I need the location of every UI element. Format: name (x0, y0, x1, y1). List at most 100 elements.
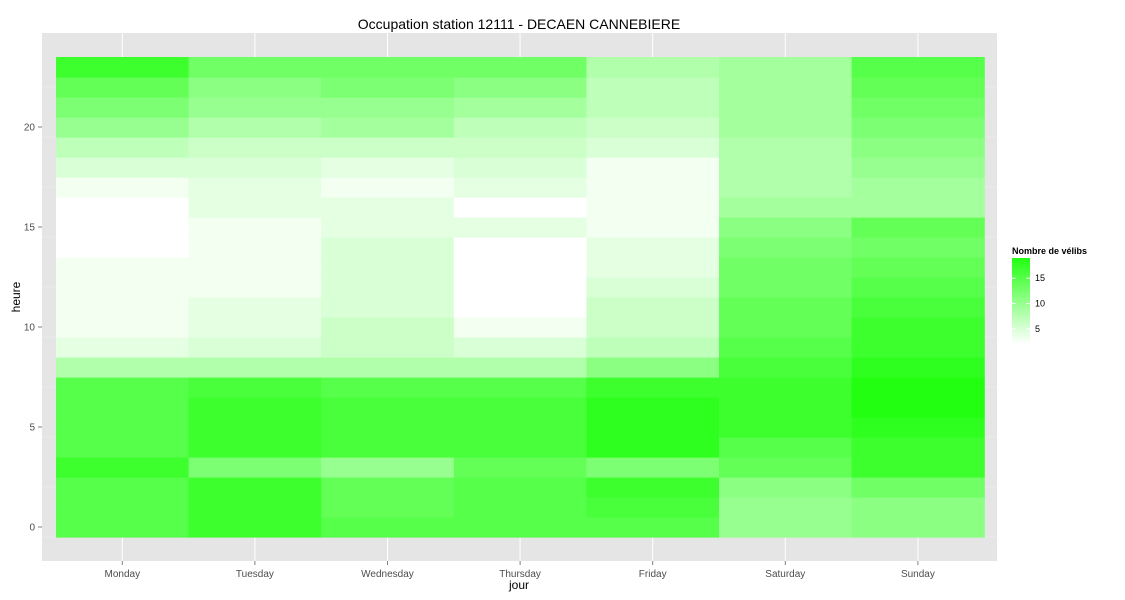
heatmap-cell (719, 297, 853, 318)
heatmap-cell (586, 157, 720, 178)
heatmap-cell (56, 97, 190, 118)
heatmap-cell (453, 377, 587, 398)
heatmap-cell (321, 137, 455, 158)
heatmap-cell (851, 277, 985, 298)
x-tick-label: Sunday (901, 569, 935, 580)
legend-tick-label: 5 (1035, 324, 1040, 334)
heatmap-cell (719, 217, 853, 238)
heatmap-cell (453, 497, 587, 518)
heatmap-cell (586, 517, 720, 538)
heatmap-cell (586, 317, 720, 338)
heatmap-cell (586, 177, 720, 198)
heatmap-cell (56, 497, 190, 518)
heatmap-cell (453, 137, 587, 158)
x-axis-title: jour (508, 578, 529, 592)
y-tick-label: 10 (24, 323, 36, 334)
heatmap-cell (719, 237, 853, 258)
heatmap-cell (321, 177, 455, 198)
heatmap-cell (453, 257, 587, 278)
heatmap-cell (586, 217, 720, 238)
heatmap-cell (453, 517, 587, 538)
heatmap-cell (188, 197, 322, 218)
y-tick-label: 20 (24, 123, 36, 134)
heatmap-cell (56, 197, 190, 218)
heatmap-cell (851, 97, 985, 118)
heatmap-cell (719, 437, 853, 458)
heatmap-cell (851, 57, 985, 78)
heatmap-cell (586, 137, 720, 158)
heatmap-cell (56, 517, 190, 538)
heatmap-cell (321, 457, 455, 478)
heatmap-cell (453, 477, 587, 498)
heatmap-cell (321, 217, 455, 238)
heatmap-cell (586, 117, 720, 138)
heatmap-cell (851, 397, 985, 418)
heatmap-cell (719, 117, 853, 138)
heatmap-cell (453, 237, 587, 258)
heatmap-cell (188, 97, 322, 118)
heatmap-cell (188, 277, 322, 298)
heatmap-cell (188, 417, 322, 438)
heatmap-cell (586, 497, 720, 518)
heatmap-cell (56, 477, 190, 498)
heatmap-cell (56, 137, 190, 158)
heatmap-cell (851, 157, 985, 178)
heatmap-cell (719, 337, 853, 358)
heatmap-cell (851, 337, 985, 358)
heatmap-cell (453, 397, 587, 418)
heatmap-cell (453, 97, 587, 118)
heatmap-cell (586, 377, 720, 398)
heatmap-cell (321, 397, 455, 418)
heatmap-cell (453, 117, 587, 138)
heatmap-cell (851, 517, 985, 538)
heatmap-cell (719, 137, 853, 158)
heatmap-cell (453, 317, 587, 338)
heatmap-cell (851, 137, 985, 158)
heatmap-cell (586, 297, 720, 318)
heatmap-cell (188, 397, 322, 418)
heatmap-cell (188, 257, 322, 278)
heatmap-cell (56, 397, 190, 418)
heatmap-cell (321, 77, 455, 98)
heatmap-cell (56, 157, 190, 178)
heatmap-cell (851, 357, 985, 378)
heatmap-cells (56, 57, 985, 538)
heatmap-cell (453, 337, 587, 358)
x-tick-label: Friday (639, 569, 667, 580)
heatmap-cell (586, 197, 720, 218)
heatmap-cell (851, 417, 985, 438)
heatmap-cell (586, 417, 720, 438)
heatmap-cell (586, 97, 720, 118)
heatmap-cell (719, 517, 853, 538)
heatmap-cell (851, 77, 985, 98)
heatmap-cell (56, 357, 190, 378)
heatmap-cell (719, 497, 853, 518)
heatmap-cell (321, 297, 455, 318)
heatmap-cell (851, 197, 985, 218)
heatmap-cell (851, 497, 985, 518)
heatmap-cell (719, 277, 853, 298)
heatmap-cell (188, 137, 322, 158)
legend-tick-label: 15 (1035, 273, 1045, 283)
heatmap-cell (586, 437, 720, 458)
legend: Nombre de vélibs 5 10 15 (1012, 246, 1087, 344)
heatmap-cell (188, 157, 322, 178)
heatmap-cell (56, 277, 190, 298)
heatmap-cell (56, 417, 190, 438)
heatmap-cell (851, 237, 985, 258)
heatmap-cell (321, 57, 455, 78)
heatmap-cell (453, 277, 587, 298)
heatmap-cell (56, 117, 190, 138)
heatmap-cell (56, 317, 190, 338)
heatmap-cell (851, 457, 985, 478)
heatmap-cell (56, 177, 190, 198)
heatmap-cell (851, 297, 985, 318)
heatmap-cell (321, 197, 455, 218)
heatmap-cell (56, 437, 190, 458)
x-axis: Monday Tuesday Wednesday Thursday Friday Satu… (105, 561, 935, 580)
heatmap-cell (321, 277, 455, 298)
heatmap-cell (851, 437, 985, 458)
heatmap-cell (719, 77, 853, 98)
x-tick-label: Saturday (765, 569, 805, 580)
